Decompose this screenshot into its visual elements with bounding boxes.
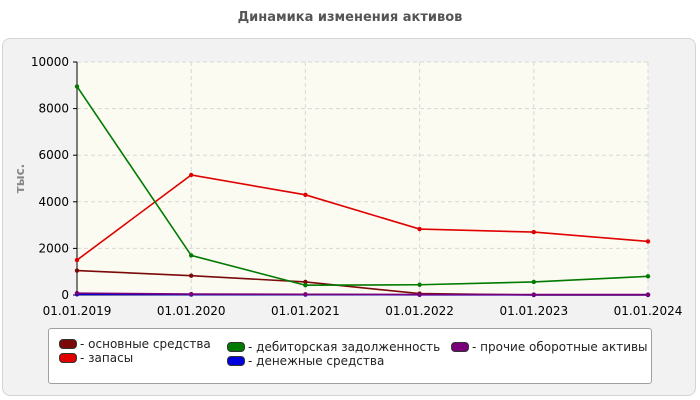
x-tick-label: 01.01.2022 — [385, 304, 454, 318]
legend-swatch — [451, 341, 469, 352]
data-point — [645, 274, 651, 279]
legend-label: денежные средства — [256, 354, 385, 368]
data-point — [417, 282, 422, 287]
series-line — [76, 292, 648, 296]
y-tick-label: 10000 — [31, 55, 69, 69]
data-point — [189, 291, 194, 297]
legend-swatch — [227, 341, 245, 352]
y-tick-label: 4000 — [38, 195, 69, 209]
data-point — [189, 253, 194, 258]
y-tick-label: 8000 — [38, 102, 69, 116]
legend-item-fixed-assets[interactable]: - основные средства — [59, 337, 211, 351]
plot-area — [77, 62, 648, 295]
chart-title: Динамика изменения активов — [237, 10, 463, 25]
data-point — [417, 226, 422, 232]
x-tick-label: 01.01.2023 — [499, 304, 568, 318]
legend-label: дебиторская задолженность — [256, 340, 441, 354]
y-tick-label: 2000 — [38, 241, 69, 255]
legend-item-other-current-assets[interactable]: - прочие оборотные активы — [451, 340, 648, 354]
axis-labels: 0 2000 4000 6000 8000 10000 01.01.2019 01.01.20… — [13, 55, 682, 318]
legend-label: основные средства — [88, 337, 211, 351]
data-point — [645, 239, 651, 244]
y-axis-label: тыс. — [13, 164, 27, 193]
data-point — [189, 273, 194, 278]
data-point — [303, 192, 308, 198]
data-point — [531, 292, 536, 297]
legend-item-inventory[interactable]: - запасы — [59, 351, 133, 365]
x-tick-label: 01.01.2019 — [43, 304, 112, 318]
data-point — [303, 292, 308, 297]
series-group — [74, 84, 651, 298]
data-point — [645, 292, 651, 297]
data-point — [189, 172, 194, 178]
legend-swatch — [227, 355, 245, 366]
y-tick-label: 6000 — [38, 148, 69, 162]
x-tick-label: 01.01.2020 — [157, 304, 226, 318]
data-point — [74, 268, 80, 273]
series-line — [76, 86, 649, 287]
grid — [73, 61, 649, 296]
data-point — [303, 279, 308, 285]
data-point — [74, 84, 80, 89]
legend-label: прочие оборотные активы — [480, 340, 648, 354]
data-point — [417, 292, 422, 297]
legend-item-receivables[interactable]: - дебиторская задолженность — [227, 340, 440, 354]
series-line — [76, 174, 649, 261]
data-point — [74, 290, 80, 296]
data-point — [531, 279, 536, 285]
legend: - основные средства - запасы - дебиторск… — [48, 328, 652, 384]
legend-swatch — [59, 352, 77, 363]
x-tick-label: 01.01.2021 — [271, 304, 340, 318]
data-point — [74, 257, 80, 263]
legend-item-cash[interactable]: - денежные средства — [227, 354, 384, 368]
y-tick-label: 0 — [61, 288, 69, 302]
data-point — [531, 229, 536, 235]
legend-swatch — [59, 338, 77, 349]
x-tick-label: 01.01.2024 — [614, 304, 683, 318]
data-point — [303, 283, 308, 288]
plot-background — [77, 62, 648, 295]
legend-label: запасы — [88, 351, 134, 365]
